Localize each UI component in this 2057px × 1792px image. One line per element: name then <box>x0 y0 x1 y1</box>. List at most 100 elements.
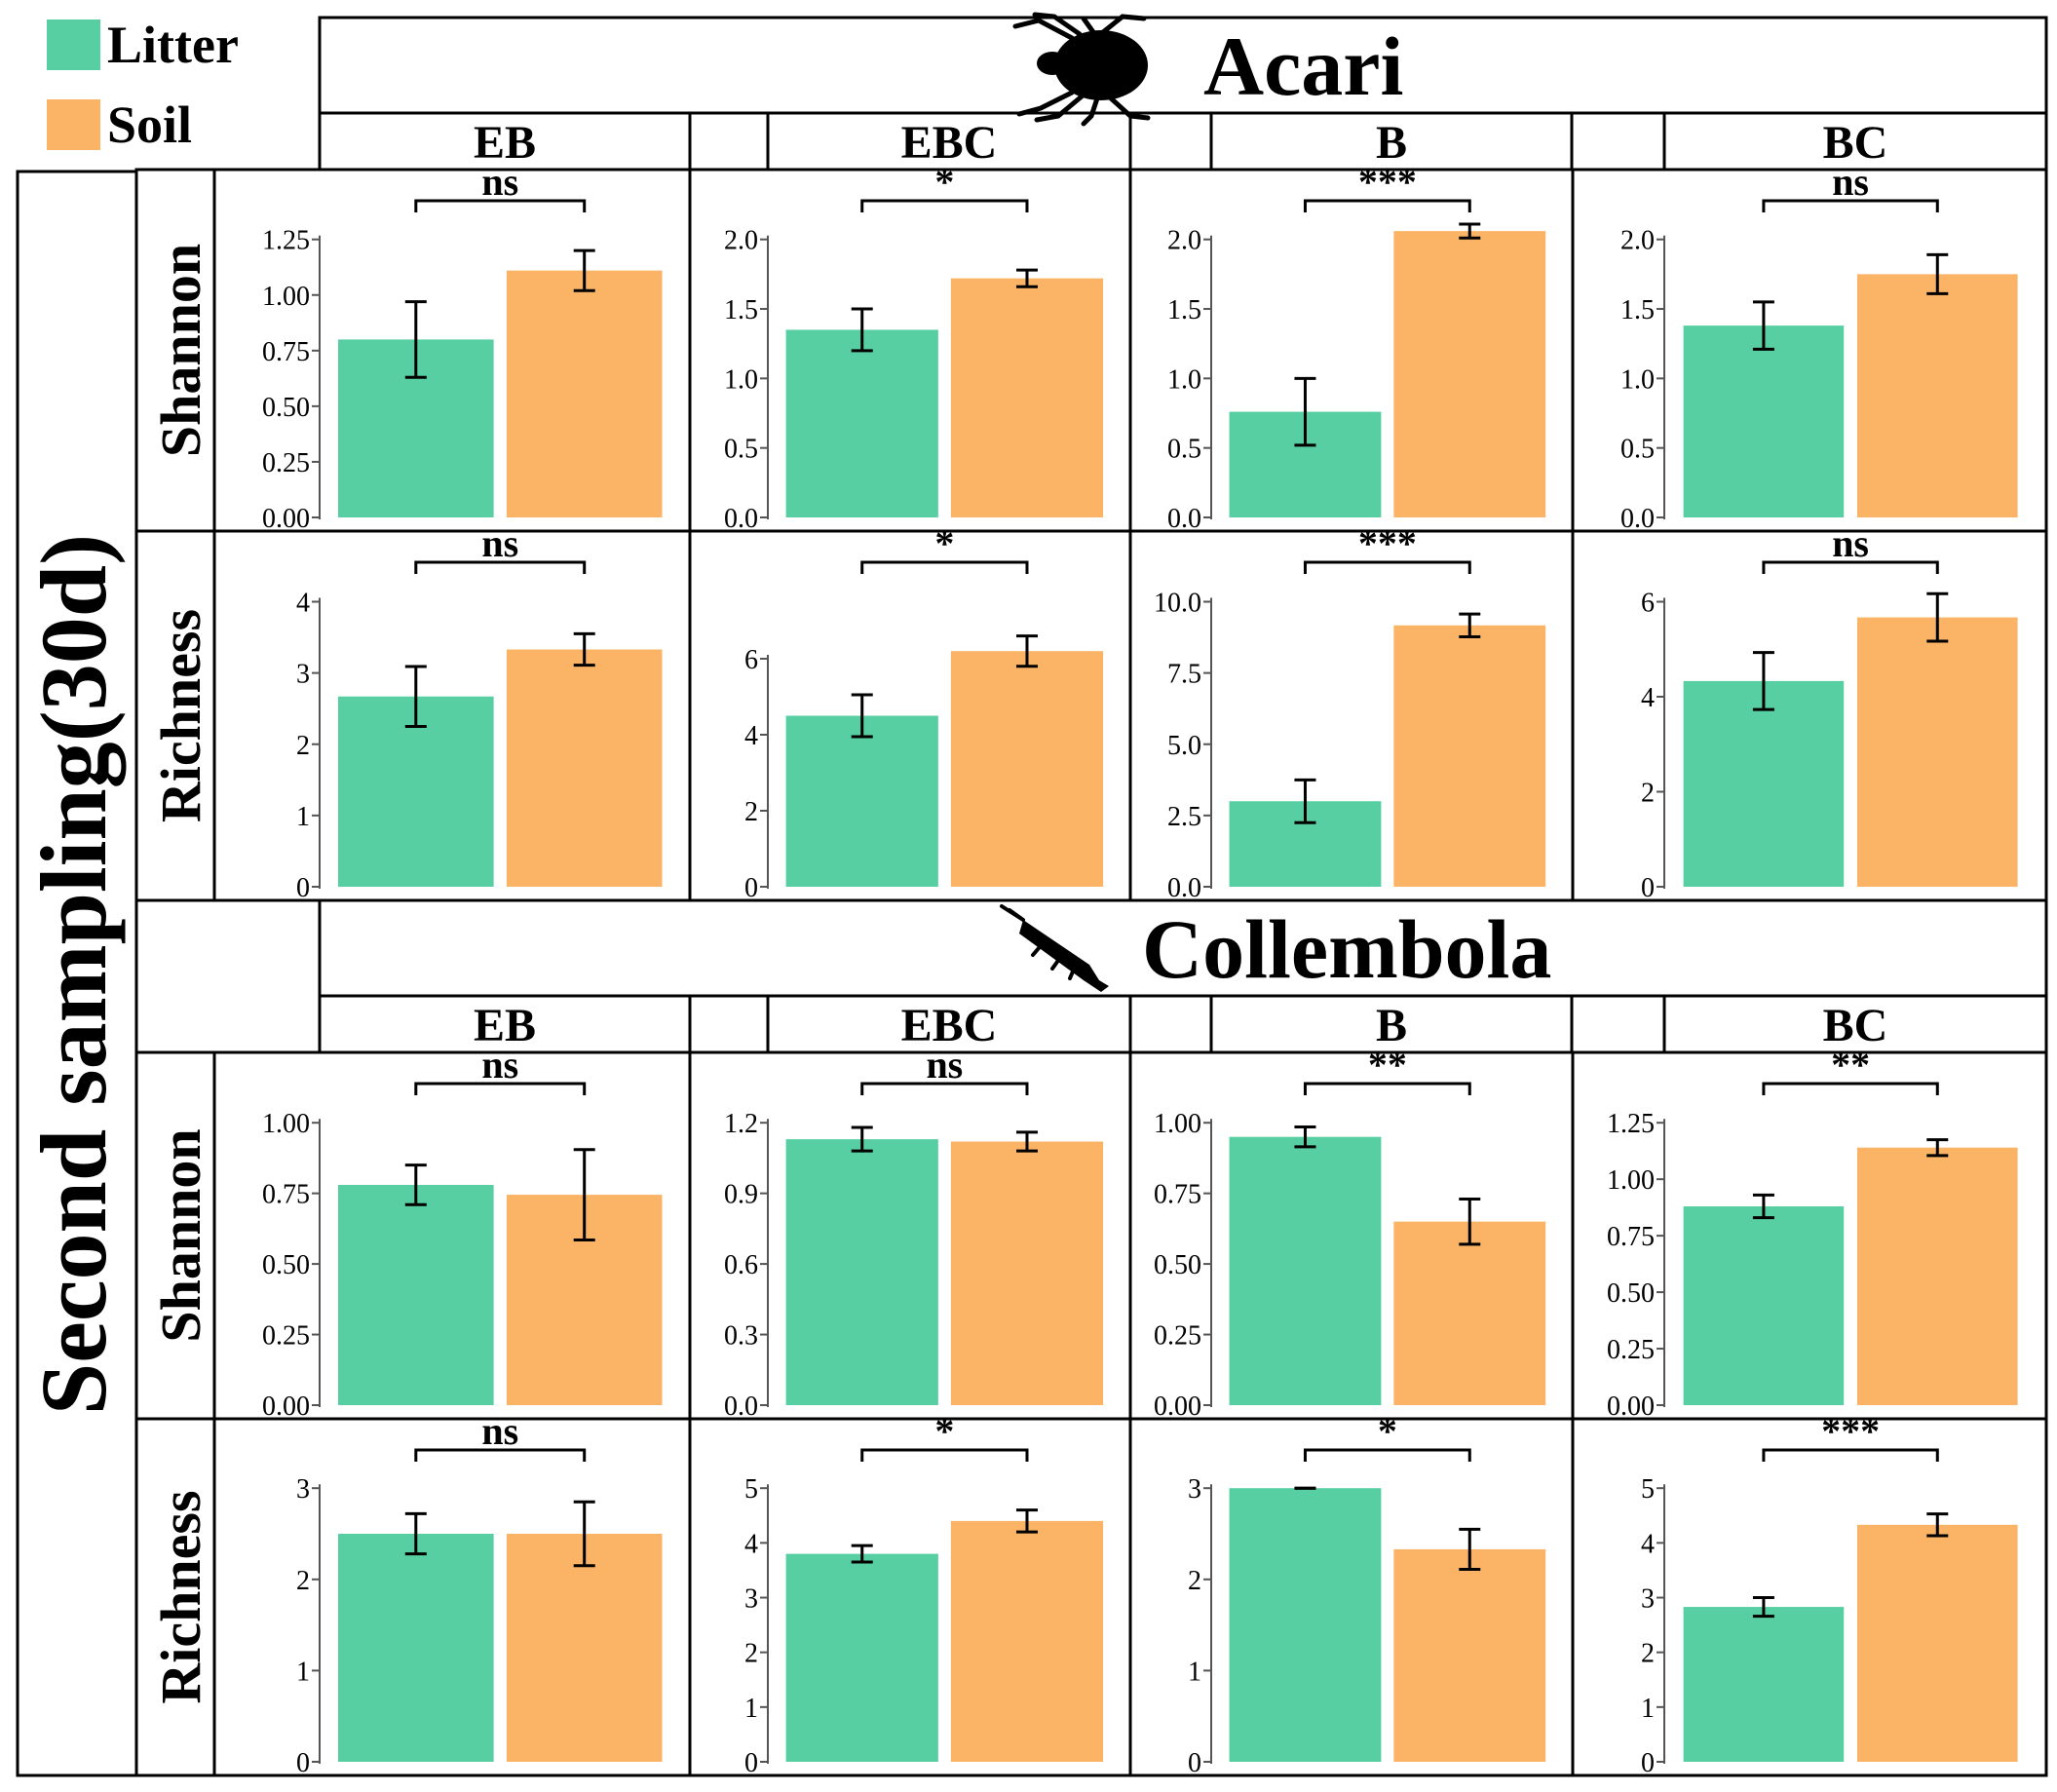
y-tick-label: 1.00 <box>262 1109 310 1139</box>
panel-acari-ebc-richness: 0 2 4 6 * <box>688 521 1132 903</box>
significance-label: *** <box>1821 1409 1880 1453</box>
side-label-cell: Second sampling(30d) <box>16 170 138 1777</box>
significance-label: * <box>934 160 954 204</box>
y-tick-label: 0.25 <box>262 1321 310 1352</box>
y-tick-label: 0.0 <box>1167 504 1201 534</box>
y-tick-label: 1.25 <box>1607 1109 1655 1139</box>
significance-bracket <box>1762 560 1939 574</box>
bar-soil <box>1393 1548 1546 1762</box>
y-tick-label: 1.0 <box>724 364 758 395</box>
y-tick-label: 1.25 <box>262 226 310 256</box>
y-tick-label: 2 <box>744 1639 758 1669</box>
bar-soil <box>1856 617 2018 887</box>
y-tick-label: 0.6 <box>724 1250 758 1280</box>
y-tick-label: 0 <box>1188 1748 1201 1778</box>
significance-label: ns <box>481 521 518 565</box>
y-tick-label: 6 <box>744 645 758 675</box>
significance-label: ns <box>1832 521 1869 565</box>
y-tick-label: 6 <box>1641 589 1655 619</box>
metric-label-richness: Richness <box>149 609 212 822</box>
y-tick-label: 3 <box>1188 1474 1201 1505</box>
y-tick-label: 0.0 <box>724 504 758 534</box>
y-tick-label: 0.00 <box>1154 1392 1201 1422</box>
y-tick-label: 4 <box>1641 1529 1655 1559</box>
bar-litter <box>785 1139 938 1405</box>
treatment-header-ebc: EBC <box>901 1000 998 1051</box>
significance-bracket <box>414 199 587 212</box>
y-tick-label: 0.0 <box>1167 873 1201 903</box>
bar-litter <box>338 696 494 887</box>
y-tick-label: 0.50 <box>1154 1250 1201 1280</box>
panel-collembola-bc-shannon: 0.00 0.25 0.50 0.75 1.00 1.25 ** <box>1571 1043 2048 1422</box>
significance-label: ** <box>1831 1043 1870 1087</box>
bar-litter <box>785 1553 938 1762</box>
panel-acari-ebc-shannon: 0.0 0.5 1.0 1.5 2.0 * <box>688 160 1132 534</box>
significance-bracket <box>414 560 587 574</box>
y-tick-label: 2.0 <box>1620 226 1655 256</box>
panel-collembola-b-richness: 0 1 2 3 * <box>1128 1409 1575 1778</box>
significance-bracket <box>1303 560 1471 574</box>
y-tick-label: 5.0 <box>1167 731 1201 761</box>
significance-bracket <box>860 560 1029 574</box>
y-tick-label: 1.00 <box>1154 1109 1201 1139</box>
taxon-header-acari: Acari <box>318 12 2048 127</box>
y-tick-label: 0.50 <box>262 393 310 423</box>
bar-litter <box>1229 1136 1382 1405</box>
y-tick-label: 2 <box>296 1566 310 1596</box>
y-tick-label: 0 <box>1641 1748 1655 1778</box>
taxon-header-collembola: Collembola <box>134 898 2048 1054</box>
bar-soil <box>506 270 663 517</box>
significance-bracket <box>1303 1082 1471 1095</box>
y-tick-label: 1 <box>744 1694 758 1724</box>
y-tick-label: 0.00 <box>262 504 310 534</box>
significance-label: * <box>934 521 954 565</box>
y-tick-label: 1.0 <box>1620 364 1655 395</box>
significance-label: ns <box>481 1043 518 1087</box>
y-tick-label: 4 <box>1641 683 1655 713</box>
y-tick-label: 0.0 <box>1620 504 1655 534</box>
bar-soil <box>1393 231 1546 518</box>
treatment-header-eb: EB <box>474 1000 536 1051</box>
bar-soil <box>950 1520 1104 1762</box>
y-tick-label: 0.00 <box>1607 1392 1655 1422</box>
y-tick-label: 0 <box>744 1748 758 1778</box>
panel-acari-bc-shannon: 0.0 0.5 1.0 1.5 2.0 ns <box>1571 160 2048 534</box>
y-tick-label: 0.25 <box>262 448 310 478</box>
panel-collembola-ebc-shannon: 0.0 0.3 0.6 0.9 1.2 ns <box>688 1043 1132 1422</box>
y-tick-label: 0.3 <box>724 1321 758 1352</box>
significance-bracket <box>414 1448 587 1462</box>
side-label: Second sampling(30d) <box>21 534 126 1415</box>
y-tick-label: 0.50 <box>262 1250 310 1280</box>
significance-bracket <box>1762 1082 1939 1095</box>
significance-bracket <box>1303 199 1471 212</box>
y-tick-label: 1.00 <box>1607 1165 1655 1196</box>
y-tick-label: 5 <box>1641 1474 1655 1505</box>
treatment-header-bc: BC <box>1823 117 1888 169</box>
significance-label: ns <box>1832 160 1869 204</box>
y-tick-label: 0 <box>296 1748 310 1778</box>
treatment-header-b: B <box>1376 1000 1407 1051</box>
y-tick-label: 2 <box>296 731 310 761</box>
bar-soil <box>506 649 663 887</box>
y-tick-label: 0.75 <box>1607 1222 1655 1252</box>
metric-label-shannon: Shannon <box>149 1128 212 1342</box>
panel-frame <box>1571 529 2048 902</box>
legend: Litter Soil <box>47 16 239 154</box>
legend-label-litter: Litter <box>107 16 239 74</box>
bar-soil <box>1393 625 1546 887</box>
bar-litter <box>1683 1205 1845 1405</box>
mite-icon <box>1012 12 1151 127</box>
y-tick-label: 10.0 <box>1154 589 1201 619</box>
significance-bracket <box>414 1082 587 1095</box>
y-tick-label: 2 <box>1641 779 1655 809</box>
y-tick-label: 4 <box>744 721 758 751</box>
panel-acari-b-richness: 0.0 2.5 5.0 7.5 10.0 *** <box>1128 521 1575 903</box>
y-tick-label: 0.25 <box>1607 1335 1655 1365</box>
bar-litter <box>338 1184 494 1405</box>
panel-acari-bc-richness: 0 2 4 6 ns <box>1571 521 2048 903</box>
panel-collembola-eb-richness: 0 1 2 3 ns <box>212 1409 692 1778</box>
bar-litter <box>338 1534 494 1762</box>
significance-bracket <box>1762 199 1939 212</box>
y-tick-label: 1.5 <box>724 295 758 325</box>
y-tick-label: 2 <box>744 797 758 827</box>
